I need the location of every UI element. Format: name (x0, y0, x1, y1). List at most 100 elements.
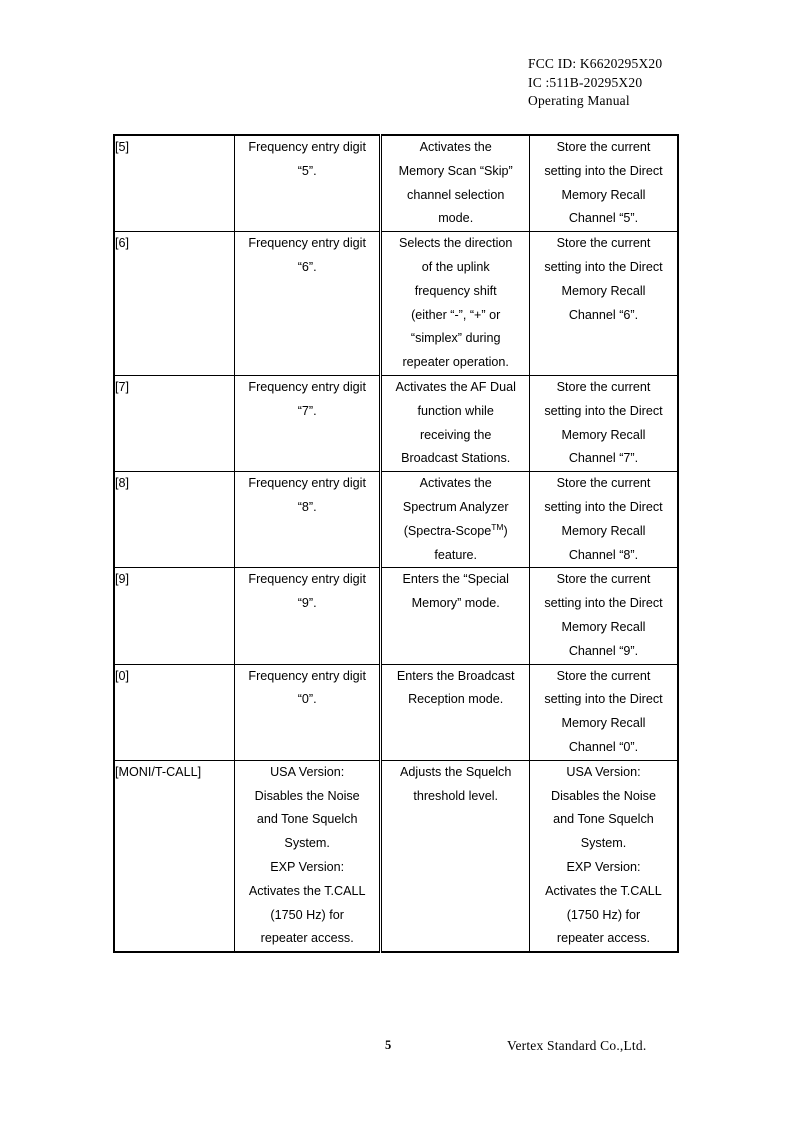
cell-text-line: setting into the Direct (544, 163, 663, 178)
cell-text-line: “6”. (297, 259, 317, 274)
table-row: [7] Frequency entry digit “7”. Activates th… (114, 375, 678, 473)
table-row: [0] Frequency entry digit “0”. Enters the B… (114, 664, 678, 761)
table-row: [9] Frequency entry digit “9”. Enters the “… (114, 567, 678, 665)
cell-text-line: Channel “8”. (568, 547, 639, 562)
cell-text-line: Store the current (556, 668, 651, 683)
cell-text-line: mode. (438, 211, 474, 226)
key-label: [8] (115, 476, 130, 491)
cell-text-line: Store the current (556, 379, 651, 394)
function-cell-primary: Frequency entry digit “5”. (234, 135, 383, 233)
header-ic-id: IC :511B-20295X20 (528, 74, 643, 90)
cell-text-line: Store the current (556, 476, 651, 491)
key-name-cell: [0] (114, 664, 235, 761)
cell-text-line: Disables the Noise (550, 788, 656, 803)
key-label: [0] (115, 668, 130, 683)
cell-text-line: setting into the Direct (544, 403, 663, 418)
function-cell-secondary: Selects the direction of the uplink freque… (380, 231, 530, 376)
function-cell-secondary: Adjusts the Squelch threshold level. (380, 760, 530, 953)
key-name-cell: [8] (114, 471, 235, 569)
function-cell-tertiary: Store the current setting into the Direct… (529, 664, 678, 761)
cell-text-line: Store the current (556, 236, 651, 251)
cell-text-line: Disables the Noise (254, 788, 360, 803)
cell-text-line: Memory” mode. (411, 596, 500, 611)
cell-text-line: Frequency entry digit (248, 572, 366, 587)
function-cell-tertiary: Store the current setting into the Direct… (529, 231, 678, 376)
function-cell-secondary: Activates the Memory Scan “Skip” channel s… (380, 135, 530, 233)
cell-text-line: “7”. (297, 403, 317, 418)
cell-text-line: Activates the (419, 140, 492, 154)
function-cell-tertiary: USA Version: Disables the Noise and Tone S… (529, 760, 678, 952)
cell-text-line: USA Version: (566, 764, 641, 779)
function-cell-tertiary: Store the current setting into the Direct… (529, 375, 678, 473)
trademark-superscript: TM (491, 521, 504, 532)
cell-text-line: Channel “0”. (568, 739, 639, 754)
cell-text-line: USA Version: (270, 764, 345, 779)
cell-text-line: Activates the T.CALL (545, 883, 662, 898)
key-function-table: [5] Frequency entry digit “5”. Activates th… (113, 134, 679, 954)
cell-text-line: repeater access. (260, 931, 354, 946)
cell-text-line: Enters the Broadcast (396, 668, 515, 683)
cell-text-line: (1750 Hz) for (566, 907, 641, 922)
cell-text-line: Frequency entry digit (248, 140, 366, 154)
cell-text-line: Selects the direction (398, 236, 513, 251)
function-cell-tertiary: Store the current setting into the Direct… (529, 135, 678, 233)
cell-text-line: Reception mode. (408, 692, 504, 707)
key-label: [7] (115, 379, 130, 394)
cell-text-line: frequency shift (414, 283, 497, 298)
cell-text-line: Frequency entry digit (248, 236, 366, 251)
function-cell-primary: Frequency entry digit “0”. (234, 664, 383, 761)
cell-text-line: EXP Version: (270, 859, 345, 874)
cell-text-line: System. (580, 836, 627, 851)
key-label: [MONI/T-CALL] (115, 764, 202, 779)
cell-text-line: Memory Recall (561, 619, 646, 634)
table-row: [8] Frequency entry digit “8”. Activates th… (114, 471, 678, 569)
cell-text-line: threshold level. (413, 788, 499, 803)
key-name-cell: [9] (114, 567, 235, 665)
cell-text-line: (1750 Hz) for (270, 907, 344, 922)
page-footer: 5 Vertex Standard Co.,Ltd. (113, 1038, 679, 1060)
cell-text-line: channel selection (407, 187, 505, 202)
function-cell-secondary: Activates the AF Dual function while recei… (380, 375, 530, 473)
cell-text-line: “simplex” during (410, 331, 501, 346)
cell-text-line: Memory Recall (561, 716, 646, 731)
function-cell-primary: USA Version: Disables the Noise and Tone S… (234, 760, 383, 953)
key-name-cell: [7] (114, 375, 235, 473)
cell-text-line: Memory Recall (561, 427, 646, 442)
cell-text-line: Memory Recall (561, 283, 646, 298)
cell-text-line: feature. (434, 547, 478, 562)
function-cell-secondary: Enters the Broadcast Reception mode. (380, 664, 530, 761)
cell-text-line: (either “-”, “+” or (411, 307, 501, 322)
function-cell-secondary: Activates the Spectrum Analyzer (Spectra-S… (380, 471, 530, 569)
function-cell-primary: Frequency entry digit “7”. (234, 375, 383, 473)
key-function-table-body: [5] Frequency entry digit “5”. Activates th… (114, 135, 678, 953)
cell-text-line: setting into the Direct (544, 692, 663, 707)
cell-text-line: “9”. (297, 596, 317, 611)
cell-text-line: Broadcast Stations. (401, 451, 511, 466)
cell-text-line: repeater access. (556, 931, 651, 946)
function-cell-secondary: Enters the “Special Memory” mode. (380, 567, 530, 665)
table-row: [5] Frequency entry digit “5”. Activates th… (114, 135, 678, 233)
cell-text-line: Store the current (556, 572, 651, 587)
table-row: [6] Frequency entry digit “6”. Selects the … (114, 231, 678, 376)
function-cell-tertiary: Store the current setting into the Direct… (529, 567, 678, 665)
cell-text-line: Frequency entry digit (248, 668, 366, 683)
key-name-cell: [6] (114, 231, 235, 376)
cell-text-line: function while (417, 403, 494, 418)
cell-text-line: Store the current (556, 140, 651, 154)
table-row: [MONI/T-CALL] USA Version: Disables the No… (114, 760, 678, 953)
key-label: [6] (115, 236, 130, 251)
cell-text-line: (Spectra-ScopeTM) (403, 521, 508, 538)
key-name-cell: [5] (114, 135, 235, 233)
cell-text-line: Channel “7”. (568, 451, 639, 466)
cell-text-line: setting into the Direct (544, 499, 663, 514)
cell-text-line: and Tone Squelch (256, 812, 358, 827)
cell-text-line: System. (284, 836, 330, 851)
cell-text-line: “8”. (297, 499, 317, 514)
function-cell-tertiary: Store the current setting into the Direct… (529, 471, 678, 569)
cell-text-line: Channel “6”. (568, 307, 639, 322)
cell-text-line: Frequency entry digit (248, 379, 366, 394)
function-cell-primary: Frequency entry digit “6”. (234, 231, 383, 376)
cell-text-line: repeater operation. (402, 355, 509, 370)
cell-text-line: Memory Scan “Skip” (398, 163, 513, 178)
cell-text-line: Frequency entry digit (248, 476, 366, 491)
